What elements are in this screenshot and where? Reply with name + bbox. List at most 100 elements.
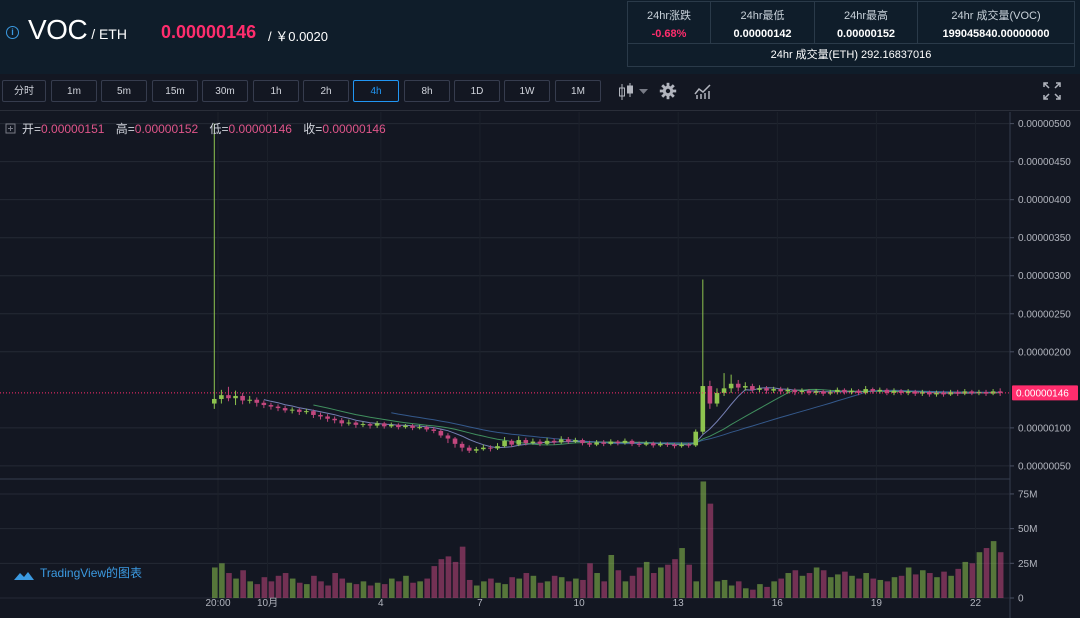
volume-bar: [806, 573, 813, 598]
candle-body: [679, 444, 684, 447]
candle-body: [459, 443, 465, 448]
candle-body: [934, 392, 939, 395]
volume-bar: [488, 578, 494, 598]
candle-body: [827, 392, 833, 394]
volume-bar: [905, 567, 912, 598]
timeframe-tab[interactable]: 8h: [404, 80, 450, 102]
candle-body: [325, 416, 330, 419]
candle-body: [374, 423, 380, 426]
trading-pair: i VOC / ETH: [6, 14, 127, 46]
market-header: i VOC / ETH 0.00000146 / ￥0.0020 24hr涨跌 …: [0, 0, 1080, 74]
candle-body: [410, 425, 415, 428]
candle-body: [870, 389, 876, 392]
volume-bar: [219, 563, 225, 598]
candle-body: [452, 438, 458, 444]
volume-bar: [516, 578, 523, 598]
high-value: 0.00000152: [135, 122, 199, 136]
volume-bar: [927, 573, 933, 598]
time-tick-label: 16: [772, 598, 784, 609]
candle-body: [750, 386, 755, 390]
candle-body: [877, 389, 883, 392]
timeframe-tab[interactable]: 1D: [454, 80, 500, 102]
volume-bar: [785, 573, 792, 598]
volume-bar: [587, 563, 593, 598]
timeframe-tab[interactable]: 分时: [2, 80, 46, 102]
timeframe-tab[interactable]: 30m: [202, 80, 248, 102]
volume-bar: [820, 570, 827, 598]
price-tick-label: 0.00000350: [1018, 233, 1071, 244]
stat-high: 24hr最高 0.00000152: [815, 2, 918, 43]
volume-bar: [679, 548, 685, 598]
timeframe-tab[interactable]: 15m: [152, 80, 198, 102]
stat-low: 24hr最低 0.00000142: [711, 2, 815, 43]
high-label: 高=: [116, 121, 135, 136]
chart-toolbar: 分时 1m 5m 15m 30m 1h 2h 4h 8h 1D 1W 1M: [0, 74, 1080, 111]
price-tick-label: 0.00000100: [1018, 423, 1071, 434]
ohlc-text: 开=0.00000151 高=0.00000152 低=0.00000146 收…: [22, 121, 386, 136]
candle-body: [608, 441, 614, 444]
volume-bar: [417, 581, 423, 598]
timeframe-tab-active[interactable]: 4h: [353, 80, 399, 102]
timeframe-tab[interactable]: 1h: [253, 80, 299, 102]
dropdown-caret-icon[interactable]: [639, 89, 648, 95]
volume-bar: [438, 559, 445, 598]
volume-bar: [544, 581, 551, 598]
volume-bar: [410, 582, 416, 598]
candle-body: [473, 449, 479, 451]
volume-bar: [757, 584, 763, 598]
stat-label: 24hr最低: [740, 10, 785, 22]
candle-body: [700, 386, 706, 432]
candle-body: [735, 383, 741, 388]
candle-body: [396, 424, 401, 428]
candle-body: [785, 389, 791, 392]
time-tick-label: 19: [871, 598, 883, 609]
volume-bar: [473, 585, 480, 598]
moving-average-lines: [263, 387, 1001, 449]
candle-body: [212, 398, 217, 404]
timeframe-tab[interactable]: 2h: [303, 80, 349, 102]
volume-bar: [381, 584, 388, 598]
candle-body: [247, 399, 252, 401]
fullscreen-icon[interactable]: [1043, 82, 1061, 100]
volume-bar: [969, 563, 976, 598]
price-chart[interactable]: 0.00000500 0.00000450 0.00000400 0.00000350…: [0, 112, 1080, 618]
legend-toggle-icon[interactable]: [5, 123, 16, 134]
settings-gear-icon[interactable]: [659, 82, 677, 100]
candle-body: [665, 443, 670, 445]
candle-body: [927, 392, 932, 395]
candle-body: [856, 390, 861, 393]
candle-body: [488, 447, 493, 449]
open-value: 0.00000151: [41, 122, 105, 136]
low-value: 0.00000146: [229, 122, 293, 136]
volume-bar: [523, 573, 530, 598]
volume-bar: [920, 570, 926, 598]
time-tick-label: 13: [673, 598, 685, 609]
stat-value: 0.00000142: [733, 28, 792, 40]
timeframe-tab[interactable]: 5m: [101, 80, 147, 102]
info-icon[interactable]: i: [6, 26, 19, 39]
volume-bar: [870, 578, 877, 598]
volume-bar: [771, 581, 777, 598]
candle-body: [296, 409, 302, 412]
volume-bar: [445, 556, 452, 598]
timeframe-tab[interactable]: 1M: [555, 80, 601, 102]
candle-body: [898, 390, 904, 393]
candle-body: [643, 443, 649, 445]
last-price: 0.00000146: [161, 22, 257, 42]
volume-bar: [863, 573, 869, 598]
price-axis: 0.00000500 0.00000450 0.00000400 0.00000350…: [1010, 119, 1071, 472]
timeframe-tab[interactable]: 1W: [504, 80, 550, 102]
volume-bar: [884, 581, 891, 598]
indicators-icon[interactable]: [694, 82, 712, 100]
volume-bar: [608, 554, 615, 598]
close-label: 收=: [303, 122, 322, 136]
volume-bar: [835, 574, 841, 598]
stat-label: 24hr 成交量(VOC): [951, 10, 1041, 22]
volume-bar: [955, 568, 961, 598]
candle-body: [346, 422, 352, 424]
candle-body: [367, 424, 373, 426]
candle-body: [502, 440, 507, 447]
candle-body: [254, 399, 260, 403]
timeframe-tab[interactable]: 1m: [51, 80, 97, 102]
candle-type-icon[interactable]: [617, 82, 635, 102]
